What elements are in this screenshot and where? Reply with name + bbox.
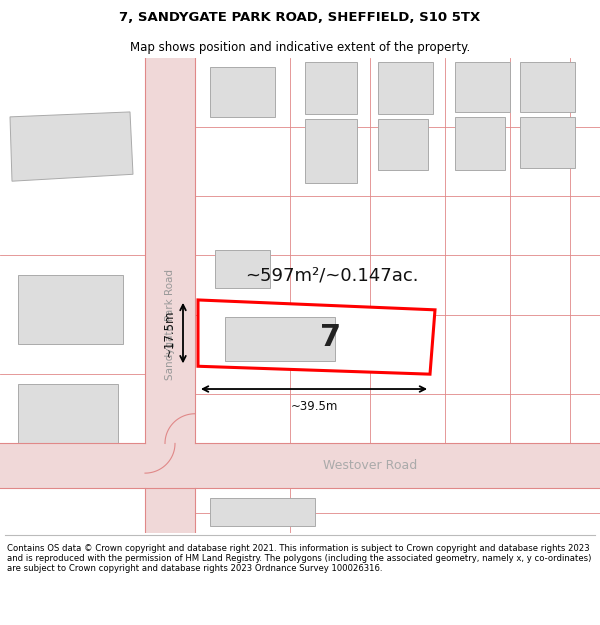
Bar bbox=[0, 444, 600, 488]
Bar bbox=[215, 251, 270, 288]
Bar bbox=[520, 62, 575, 112]
Polygon shape bbox=[10, 112, 133, 181]
Bar bbox=[18, 275, 123, 344]
Bar bbox=[210, 498, 315, 526]
Bar bbox=[210, 68, 275, 117]
Bar bbox=[225, 317, 335, 361]
Bar bbox=[455, 62, 510, 112]
Text: Map shows position and indicative extent of the property.: Map shows position and indicative extent… bbox=[130, 41, 470, 54]
Text: Westover Road: Westover Road bbox=[323, 459, 417, 472]
Text: Contains OS data © Crown copyright and database right 2021. This information is : Contains OS data © Crown copyright and d… bbox=[7, 544, 592, 573]
Text: 7, SANDYGATE PARK ROAD, SHEFFIELD, S10 5TX: 7, SANDYGATE PARK ROAD, SHEFFIELD, S10 5… bbox=[119, 11, 481, 24]
Text: 7: 7 bbox=[320, 323, 341, 352]
Bar bbox=[378, 119, 428, 170]
Polygon shape bbox=[198, 300, 435, 374]
Bar bbox=[455, 117, 505, 170]
Text: ~597m²/~0.147ac.: ~597m²/~0.147ac. bbox=[245, 266, 419, 284]
Text: ~39.5m: ~39.5m bbox=[290, 401, 338, 413]
Bar bbox=[18, 384, 118, 444]
Bar bbox=[520, 117, 575, 168]
Text: Sandygate Park Road: Sandygate Park Road bbox=[165, 269, 175, 380]
Bar bbox=[378, 62, 433, 114]
Bar bbox=[305, 62, 357, 114]
Text: ~17.5m: ~17.5m bbox=[163, 309, 176, 357]
Bar bbox=[145, 58, 195, 532]
Bar bbox=[305, 119, 357, 183]
